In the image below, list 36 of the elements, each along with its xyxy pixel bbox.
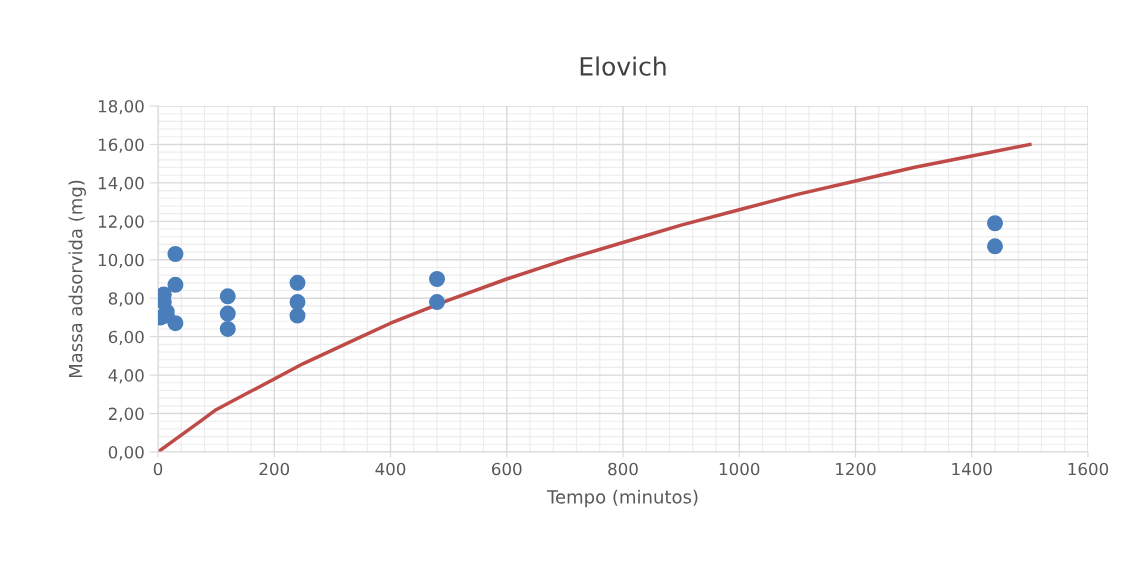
y-tick-label: 18,00 (98, 99, 144, 115)
x-axis-title: Tempo (minutos) (546, 489, 698, 508)
point (219, 305, 236, 322)
point (219, 288, 236, 305)
x-tick-label: 200 (259, 462, 290, 476)
point (429, 294, 445, 311)
point (167, 246, 184, 262)
point (987, 238, 1003, 255)
x-tick-label: 1000 (719, 462, 760, 476)
x-tick-label: 1400 (952, 462, 992, 476)
y-tick-label: 16,00 (98, 138, 144, 153)
line-series (158, 142, 1032, 452)
y-tick-label: 4,00 (108, 369, 144, 384)
x-tick-label: 600 (492, 462, 522, 476)
chart-title: Elovich (580, 56, 666, 76)
point (987, 215, 1003, 232)
point (167, 315, 184, 332)
y-tick-label: 6,00 (108, 330, 144, 345)
point (289, 307, 306, 324)
point (289, 294, 306, 311)
y-tick-label: 2,00 (108, 407, 144, 422)
y-tick-label: 8,00 (108, 292, 144, 307)
point (429, 271, 445, 287)
y-tick-label: 12,00 (98, 215, 144, 230)
y-tick-label: 10,00 (98, 253, 144, 269)
x-tick-label: 0 (153, 462, 163, 476)
point (219, 320, 236, 337)
y-tick-label: 14,00 (98, 176, 144, 192)
x-tick-label: 1200 (836, 462, 876, 476)
point (167, 276, 184, 293)
point (289, 274, 306, 291)
x-tick-label: 800 (608, 462, 638, 476)
y-tick-label: 0,00 (108, 445, 144, 461)
y-axis-title: Massa adsorvida (mg) (68, 180, 86, 378)
x-tick-label: 1600 (1068, 462, 1109, 476)
x-tick-label: 400 (375, 462, 406, 476)
